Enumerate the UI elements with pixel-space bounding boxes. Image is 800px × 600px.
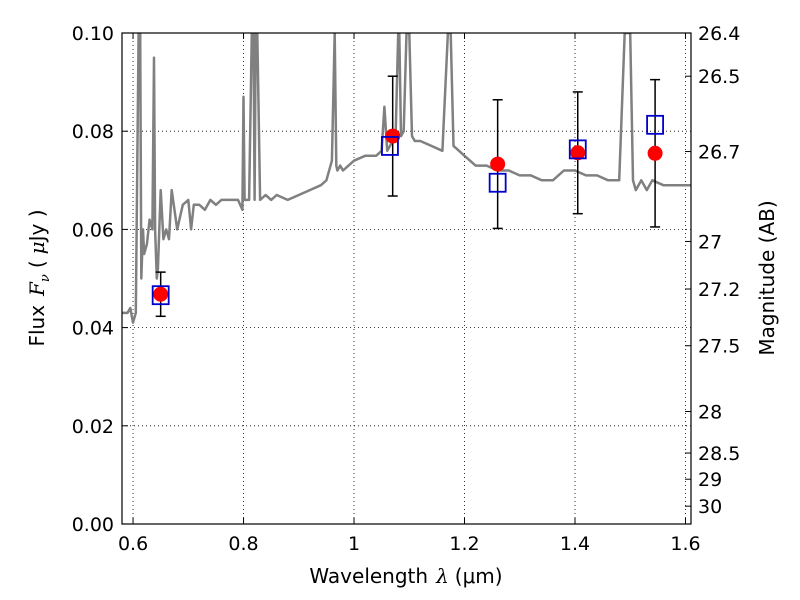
x-tick-label: 1.4 [560, 533, 590, 555]
observed-flux-point [153, 286, 169, 302]
data-markers [151, 114, 664, 306]
model-photometry-point [381, 136, 399, 156]
y-axis-label: FluxFν(μJy ) [25, 209, 53, 346]
y2-tick-label: 27 [698, 231, 722, 253]
y2-tick-label: 27.2 [698, 279, 740, 301]
observed-flux-point [647, 145, 663, 161]
model-spectrum-line [122, 33, 691, 324]
model-photometry-point [568, 139, 587, 160]
y-tick-label: 0.00 [72, 514, 114, 536]
model-photometry-point [151, 285, 170, 306]
observed-flux-point [490, 156, 506, 172]
y2-axis-label: Magnitude (AB) [755, 200, 779, 355]
plot-frame [121, 32, 692, 525]
y-tick-label: 0.06 [72, 219, 114, 241]
y2-tick-label: 30 [698, 496, 722, 518]
y2-tick-label: 26.5 [698, 66, 740, 88]
grid-lines [122, 33, 691, 524]
x-axis-label: Wavelength λ (μm) [309, 564, 502, 588]
y-tick-label: 0.08 [72, 121, 114, 143]
y2-tick-label: 28 [698, 402, 722, 424]
spectrum-layer [122, 33, 691, 324]
y2-tick-label: 27.5 [698, 336, 740, 358]
model-photometry-point [488, 172, 507, 193]
y2-tick-label: 29 [698, 469, 722, 491]
x-tick-label: 1 [348, 533, 360, 555]
x-tick-label: 1.6 [670, 533, 700, 555]
x-tick-label: 0.6 [118, 533, 148, 555]
y2-tick-label: 26.7 [698, 142, 740, 164]
x-tick-label: 1.2 [449, 533, 479, 555]
x-tick-label: 0.8 [228, 533, 258, 555]
y-tick-label: 0.04 [72, 318, 114, 340]
observed-flux-point [570, 145, 586, 161]
model-photometry-point [646, 114, 664, 135]
y-tick-label: 0.10 [72, 23, 114, 45]
y-tick-label: 0.02 [72, 416, 114, 438]
y2-tick-label: 26.4 [698, 23, 740, 45]
axis-ticks: 0.6 0.8 1 1.2 1.4 1.6 0.00 0.02 0.04 0.06 0.08 0.10… [72, 23, 741, 555]
y2-tick-label: 28.5 [698, 443, 740, 465]
